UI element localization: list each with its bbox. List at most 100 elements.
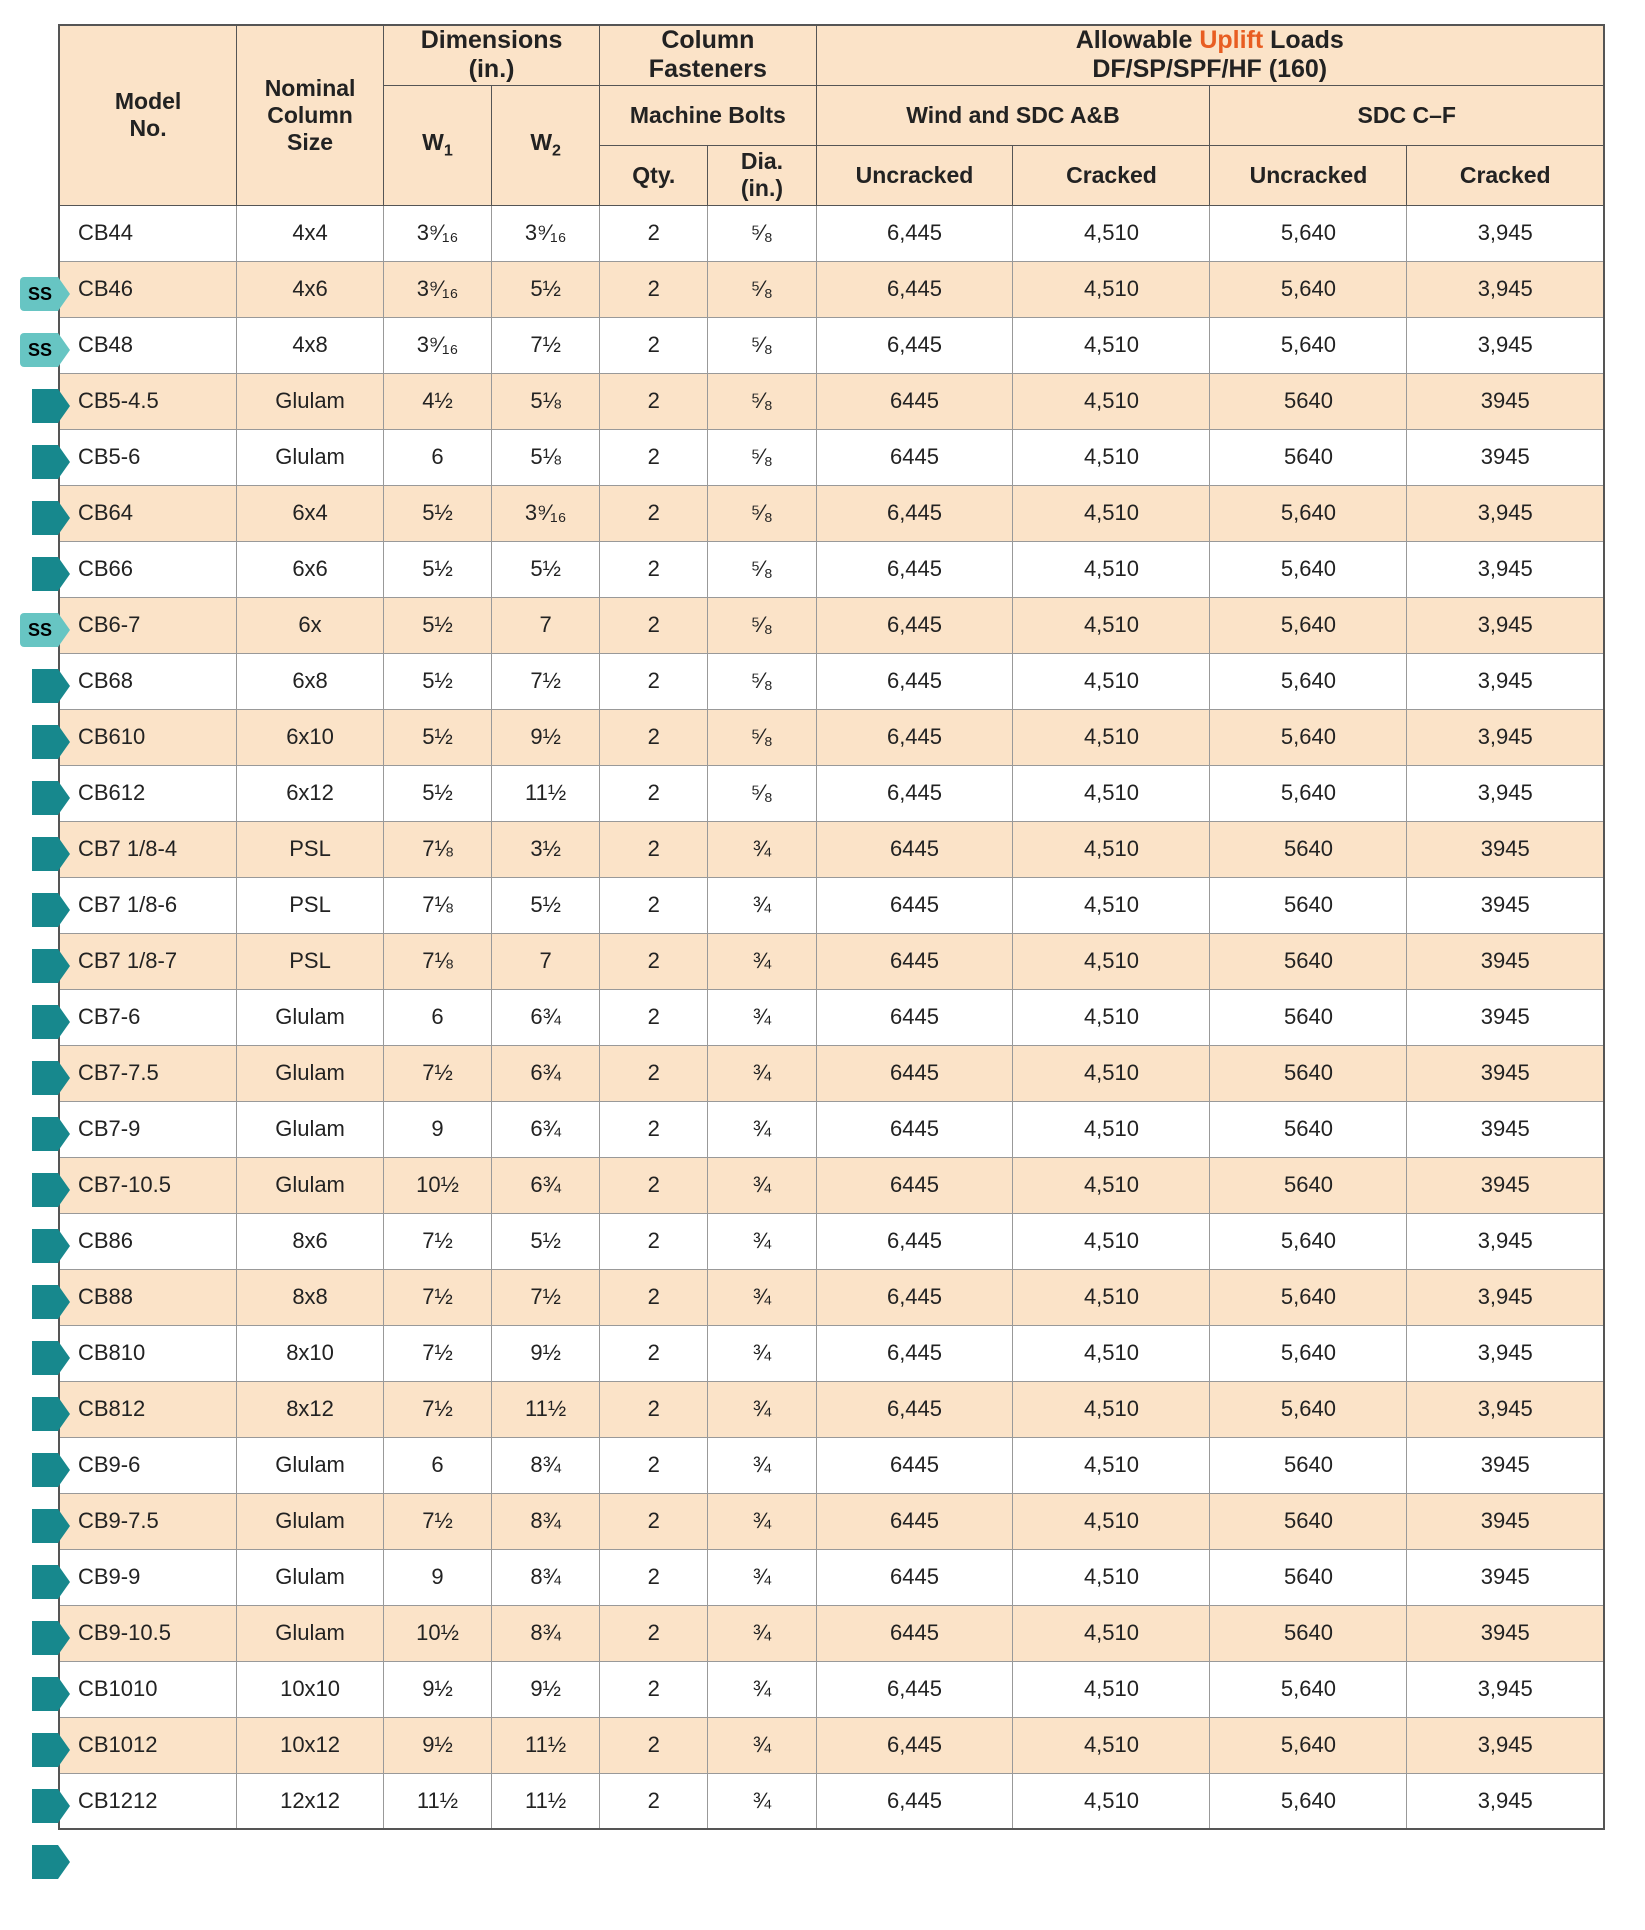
- ss-badge: SS: [20, 613, 58, 647]
- table-row: CB686x85½7½2⁵⁄₈6,4454,5105,6403,945: [59, 653, 1604, 709]
- cell-qty: 2: [600, 1045, 708, 1101]
- cell-w2: 7: [492, 597, 600, 653]
- cell-model: CB6-7: [59, 597, 237, 653]
- cell-nominal-size: PSL: [237, 821, 384, 877]
- cell-nominal-size: 12x12: [237, 1773, 384, 1829]
- hdr-w1: W1: [383, 85, 491, 205]
- cell-wind-cracked: 4,510: [1013, 1493, 1210, 1549]
- cell-w1: 10½: [383, 1157, 491, 1213]
- cell-wind-uncracked: 6,445: [816, 1269, 1013, 1325]
- cell-wind-uncracked: 6445: [816, 821, 1013, 877]
- cell-w1: 9½: [383, 1661, 491, 1717]
- cell-sdc-uncracked: 5640: [1210, 989, 1407, 1045]
- cell-sdc-cracked: 3,945: [1407, 709, 1604, 765]
- cell-nominal-size: 4x4: [237, 205, 384, 261]
- cell-sdc-uncracked: 5,640: [1210, 653, 1407, 709]
- cell-nominal-size: 6x6: [237, 541, 384, 597]
- cell-sdc-cracked: 3,945: [1407, 1381, 1604, 1437]
- cell-dia: ¾: [708, 1213, 816, 1269]
- badge-cell: [12, 1218, 58, 1274]
- cell-w2: 8¾: [492, 1605, 600, 1661]
- cell-wind-uncracked: 6,445: [816, 653, 1013, 709]
- cell-dia: ¾: [708, 1157, 816, 1213]
- cell-w1: 9: [383, 1549, 491, 1605]
- cell-wind-cracked: 4,510: [1013, 205, 1210, 261]
- cell-nominal-size: 8x12: [237, 1381, 384, 1437]
- cell-model: CB5-4.5: [59, 373, 237, 429]
- cell-nominal-size: PSL: [237, 933, 384, 989]
- cell-nominal-size: 6x4: [237, 485, 384, 541]
- cell-model: CB610: [59, 709, 237, 765]
- cell-sdc-cracked: 3945: [1407, 989, 1604, 1045]
- badge-cell: SS: [12, 266, 58, 322]
- cell-dia: ¾: [708, 1045, 816, 1101]
- badge-cell: [12, 1666, 58, 1722]
- hdr-allowable: Allowable Uplift Loads DF/SP/SPF/HF (160…: [816, 25, 1604, 85]
- cell-model: CB48: [59, 317, 237, 373]
- cell-sdc-uncracked: 5640: [1210, 1549, 1407, 1605]
- arrow-badge: [32, 1397, 58, 1431]
- cell-sdc-cracked: 3,945: [1407, 1213, 1604, 1269]
- cell-dia: ¾: [708, 1605, 816, 1661]
- badge-cell: [12, 938, 58, 994]
- cell-sdc-uncracked: 5640: [1210, 933, 1407, 989]
- cell-qty: 2: [600, 709, 708, 765]
- table-row: CB7 1/8-4PSL7⅛3½2¾64454,51056403945: [59, 821, 1604, 877]
- cell-dia: ¾: [708, 1381, 816, 1437]
- cell-sdc-uncracked: 5,640: [1210, 1661, 1407, 1717]
- badge-cell: [12, 994, 58, 1050]
- cell-model: CB7 1/8-4: [59, 821, 237, 877]
- cell-sdc-uncracked: 5640: [1210, 373, 1407, 429]
- cell-qty: 2: [600, 1269, 708, 1325]
- cell-w1: 7½: [383, 1381, 491, 1437]
- cell-w2: 8¾: [492, 1493, 600, 1549]
- cell-dia: ¾: [708, 1325, 816, 1381]
- badge-cell: [12, 882, 58, 938]
- cell-model: CB9-6: [59, 1437, 237, 1493]
- cell-wind-uncracked: 6,445: [816, 541, 1013, 597]
- cell-wind-cracked: 4,510: [1013, 1717, 1210, 1773]
- cell-wind-uncracked: 6,445: [816, 205, 1013, 261]
- cell-model: CB7-6: [59, 989, 237, 1045]
- cell-qty: 2: [600, 485, 708, 541]
- cell-dia: ¾: [708, 1437, 816, 1493]
- badge-cell: [12, 1722, 58, 1778]
- cell-model: CB7 1/8-7: [59, 933, 237, 989]
- cell-sdc-cracked: 3,945: [1407, 597, 1604, 653]
- cell-nominal-size: 6x8: [237, 653, 384, 709]
- cell-nominal-size: Glulam: [237, 989, 384, 1045]
- cell-w1: 6: [383, 429, 491, 485]
- table-row: CB9-6Glulam68¾2¾64454,51056403945: [59, 1437, 1604, 1493]
- cell-w1: 7⅛: [383, 933, 491, 989]
- cell-model: CB612: [59, 765, 237, 821]
- cell-nominal-size: Glulam: [237, 1605, 384, 1661]
- cell-w2: 6¾: [492, 989, 600, 1045]
- cell-wind-cracked: 4,510: [1013, 1325, 1210, 1381]
- cell-w2: 7½: [492, 653, 600, 709]
- badge-cell: [12, 378, 58, 434]
- column-base-table: Model No. Nominal Column Size Dimensions…: [58, 24, 1605, 1830]
- cell-wind-cracked: 4,510: [1013, 989, 1210, 1045]
- table-row: CB9-7.5Glulam7½8¾2¾64454,51056403945: [59, 1493, 1604, 1549]
- hdr-wind: Wind and SDC A&B: [816, 85, 1210, 145]
- arrow-badge: [32, 445, 58, 479]
- cell-wind-cracked: 4,510: [1013, 485, 1210, 541]
- cell-w1: 7½: [383, 1493, 491, 1549]
- cell-sdc-cracked: 3,945: [1407, 1269, 1604, 1325]
- cell-dia: ⁵⁄₈: [708, 653, 816, 709]
- cell-sdc-cracked: 3,945: [1407, 205, 1604, 261]
- table-row: CB9-9Glulam98¾2¾64454,51056403945: [59, 1549, 1604, 1605]
- table-row: CB868x67½5½2¾6,4454,5105,6403,945: [59, 1213, 1604, 1269]
- cell-w2: 11½: [492, 1717, 600, 1773]
- cell-wind-cracked: 4,510: [1013, 821, 1210, 877]
- cell-dia: ⁵⁄₈: [708, 485, 816, 541]
- cell-wind-uncracked: 6,445: [816, 1661, 1013, 1717]
- cell-w1: 3⁹⁄₁₆: [383, 317, 491, 373]
- cell-w1: 5½: [383, 709, 491, 765]
- cell-w2: 6¾: [492, 1045, 600, 1101]
- badge-cell: [12, 826, 58, 882]
- cell-w2: 7: [492, 933, 600, 989]
- cell-w2: 5½: [492, 1213, 600, 1269]
- cell-wind-uncracked: 6445: [816, 1045, 1013, 1101]
- badge-cell: [12, 434, 58, 490]
